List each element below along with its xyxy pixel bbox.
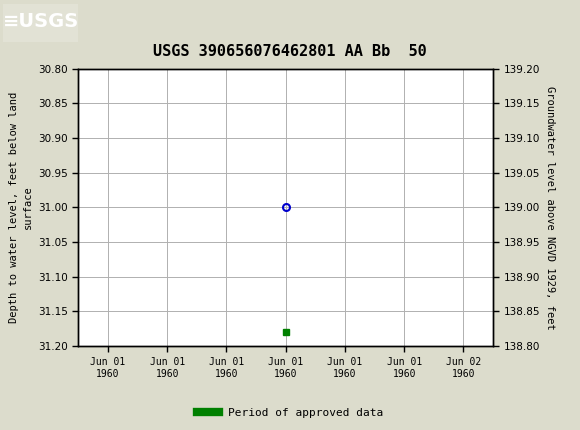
Text: USGS 390656076462801 AA Bb  50: USGS 390656076462801 AA Bb 50 bbox=[153, 44, 427, 59]
Legend: Period of approved data: Period of approved data bbox=[193, 403, 387, 422]
Text: ≡USGS: ≡USGS bbox=[3, 12, 79, 31]
FancyBboxPatch shape bbox=[3, 3, 78, 42]
Y-axis label: Depth to water level, feet below land
surface: Depth to water level, feet below land su… bbox=[9, 92, 32, 323]
Y-axis label: Groundwater level above NGVD 1929, feet: Groundwater level above NGVD 1929, feet bbox=[545, 86, 556, 329]
